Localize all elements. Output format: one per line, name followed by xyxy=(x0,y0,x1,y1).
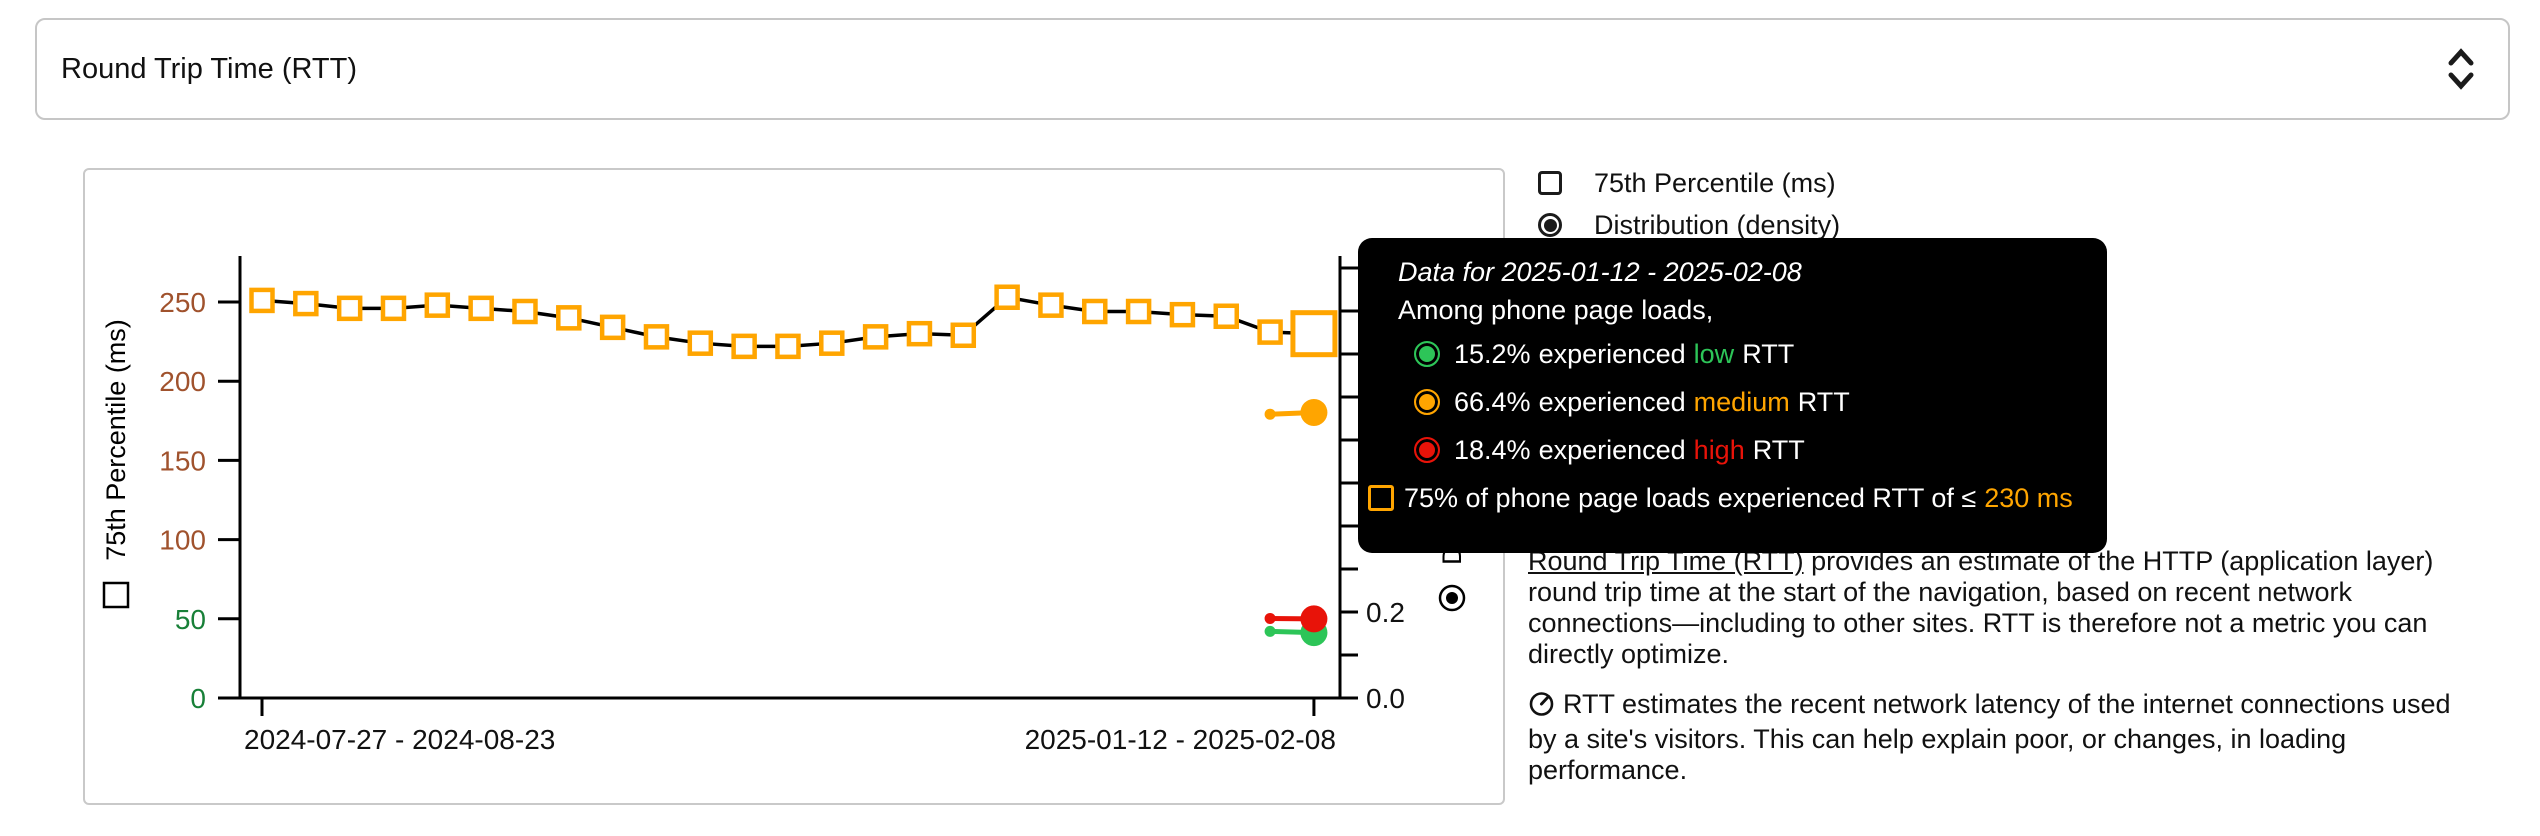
pct-value: 66.4% xyxy=(1454,386,1531,417)
checkbox-unchecked-icon[interactable] xyxy=(1538,171,1562,195)
chart-card xyxy=(83,168,1505,805)
tooltip-subtitle: Among phone page loads, xyxy=(1398,295,1714,325)
pct-value: 18.4% xyxy=(1454,434,1531,465)
threshold-value: 230 ms xyxy=(1984,482,2073,513)
metric-selector[interactable]: Round Trip Time (RTT) xyxy=(35,18,2510,120)
description-text: provides an estimate of the HTTP (applic… xyxy=(1528,546,2434,669)
chart-tooltip: Data for 2025-01-12 - 2025-02-08 Among p… xyxy=(1358,238,2107,553)
chart-legend: 75th Percentile (ms) Distribution (densi… xyxy=(1538,168,1840,252)
tooltip-row-medium: 66.4% experienced medium RTT xyxy=(1414,378,2087,426)
legend-item-distribution[interactable]: Distribution (density) xyxy=(1538,210,1840,240)
legend-item-75th-percentile[interactable]: 75th Percentile (ms) xyxy=(1538,168,1840,198)
unfold-more-icon xyxy=(2448,48,2474,90)
metric-selector-label: Round Trip Time (RTT) xyxy=(61,52,357,85)
metric-description: Round Trip Time (RTT) provides an estima… xyxy=(1528,546,2460,805)
tooltip-threshold-row: 75% of phone page loads experienced RTT … xyxy=(1368,474,2087,522)
rating-low: low xyxy=(1693,338,1735,369)
p75-square-icon xyxy=(1368,485,1394,511)
rating-high: high xyxy=(1693,434,1745,465)
tooltip-row-low: 15.2% experienced low RTT xyxy=(1414,330,2087,378)
legend-label: Distribution (density) xyxy=(1594,209,1841,240)
description-text: RTT estimates the recent network latency… xyxy=(1528,689,2451,785)
description-paragraph-1: Round Trip Time (RTT) provides an estima… xyxy=(1528,546,2460,670)
tooltip-row-high: 18.4% experienced high RTT xyxy=(1414,426,2087,474)
low-rtt-dot-icon xyxy=(1414,341,1440,367)
radio-selected-icon[interactable] xyxy=(1538,213,1562,237)
speed-gauge-icon xyxy=(1528,690,1555,724)
pct-value: 15.2% xyxy=(1454,338,1531,369)
legend-label: 75th Percentile (ms) xyxy=(1594,167,1836,198)
description-paragraph-2: RTT estimates the recent network latency… xyxy=(1528,689,2460,786)
rating-medium: medium xyxy=(1693,386,1790,417)
high-rtt-dot-icon xyxy=(1414,437,1440,463)
tooltip-title: Data for 2025-01-12 - 2025-02-08 xyxy=(1398,257,1802,287)
medium-rtt-dot-icon xyxy=(1414,389,1440,415)
